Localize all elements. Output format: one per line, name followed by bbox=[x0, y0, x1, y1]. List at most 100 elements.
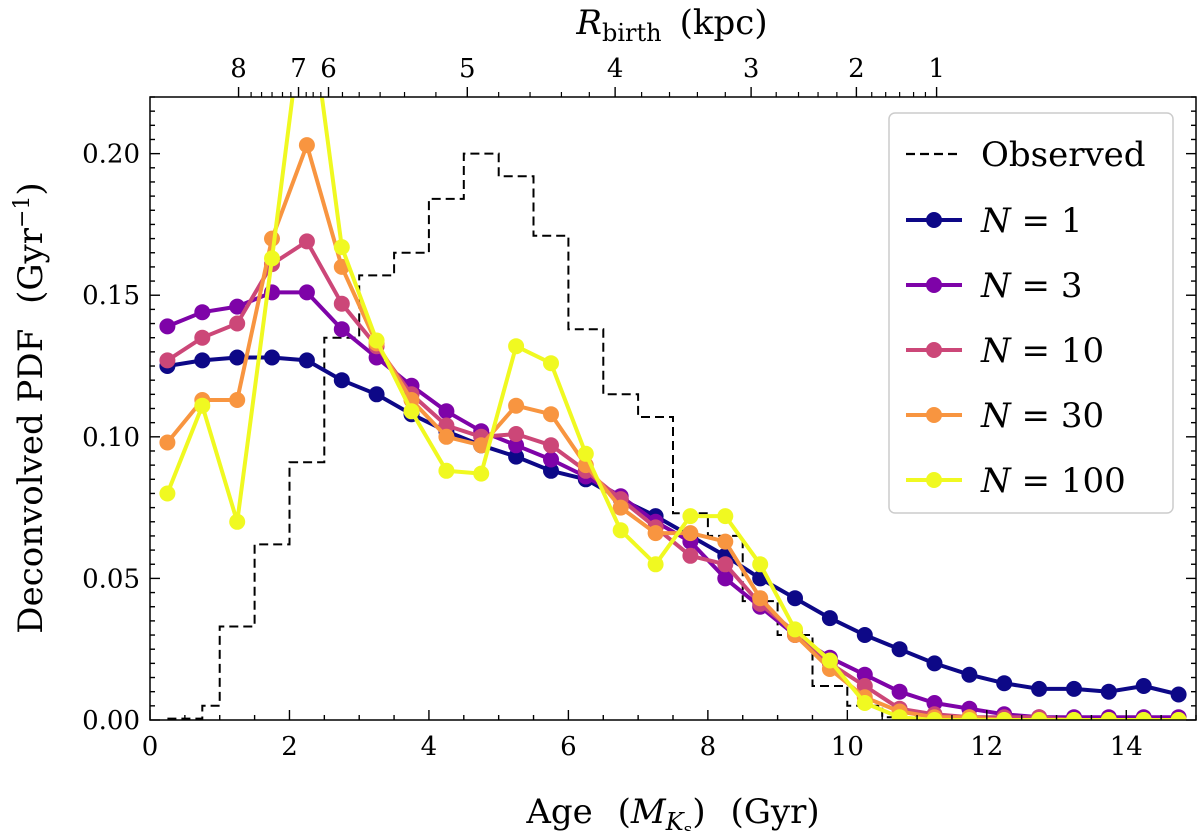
top-tick-label: 4 bbox=[607, 54, 624, 84]
data-point bbox=[333, 295, 350, 312]
data-point bbox=[961, 666, 978, 683]
legend-label: N = 10 bbox=[980, 331, 1104, 371]
data-point bbox=[543, 462, 559, 479]
data-point bbox=[229, 298, 246, 315]
y-axis-left: 0.00 0.05 0.10 0.15 0.20 bbox=[82, 96, 1196, 736]
data-point bbox=[438, 403, 455, 420]
data-point bbox=[891, 683, 908, 700]
data-point bbox=[229, 513, 246, 530]
data-point bbox=[159, 352, 176, 369]
data-point bbox=[647, 525, 664, 542]
data-point bbox=[856, 678, 873, 694]
data-point bbox=[333, 239, 350, 256]
data-point bbox=[996, 712, 1013, 720]
data-point bbox=[508, 338, 525, 355]
data-point bbox=[961, 712, 978, 720]
top-axis-title: Rbirth (kpc) bbox=[575, 3, 767, 47]
data-point bbox=[1031, 680, 1048, 697]
data-point bbox=[717, 508, 734, 525]
data-point bbox=[821, 610, 838, 627]
data-point bbox=[368, 332, 385, 349]
data-point bbox=[473, 437, 490, 454]
x-axis-title: Age (MKs) (Gyr) bbox=[525, 792, 819, 831]
data-point bbox=[1170, 712, 1187, 720]
legend-entry-series-5: N = 100 bbox=[906, 461, 1126, 501]
data-point bbox=[508, 426, 525, 442]
data-point bbox=[1066, 680, 1082, 697]
x-tick-label: 14 bbox=[1110, 732, 1143, 762]
observed-step-line bbox=[167, 152, 987, 720]
data-point bbox=[717, 570, 734, 587]
series-lines bbox=[159, 97, 1187, 720]
legend-entry-series-4: N = 30 bbox=[906, 396, 1104, 436]
x-tick-label: 12 bbox=[970, 732, 1003, 762]
y-tick-label: 0.00 bbox=[82, 706, 140, 736]
data-point bbox=[264, 250, 280, 267]
data-point bbox=[159, 318, 176, 335]
data-point bbox=[891, 709, 908, 720]
legend-marker bbox=[926, 407, 942, 423]
data-point bbox=[298, 233, 315, 250]
y-axis-title: Deconvolved PDF (Gyr−1) bbox=[10, 182, 51, 633]
y-tick-label: 0.20 bbox=[82, 140, 140, 170]
data-point bbox=[682, 547, 699, 564]
y-tick-label: 0.05 bbox=[82, 564, 140, 594]
data-point bbox=[438, 428, 455, 445]
top-tick-label: 1 bbox=[928, 54, 945, 84]
data-point bbox=[438, 417, 455, 434]
series-5 bbox=[159, 97, 1187, 720]
data-point bbox=[647, 556, 664, 573]
data-point bbox=[1100, 683, 1117, 700]
data-point bbox=[229, 315, 246, 332]
legend-label: N = 100 bbox=[980, 461, 1126, 501]
x-axis-bottom: 0 2 4 6 8 10 12 14 bbox=[142, 710, 1197, 762]
legend-marker bbox=[926, 342, 942, 358]
series-line bbox=[165, 97, 1179, 720]
x-tick-label: 0 bbox=[142, 732, 159, 762]
y-tick-label: 0.15 bbox=[82, 281, 140, 311]
data-point bbox=[821, 652, 838, 669]
data-point bbox=[926, 695, 943, 711]
data-point bbox=[856, 695, 873, 711]
legend-entry-series-1: N = 1 bbox=[906, 201, 1083, 241]
x-tick-label: 4 bbox=[421, 732, 438, 762]
data-point bbox=[717, 556, 734, 573]
legend-entry-series-2: N = 3 bbox=[906, 266, 1083, 306]
data-point bbox=[612, 522, 629, 539]
data-point bbox=[194, 397, 211, 414]
data-point bbox=[508, 397, 525, 414]
data-point bbox=[298, 137, 315, 154]
data-point bbox=[543, 437, 559, 454]
data-point bbox=[717, 533, 734, 550]
legend-label: N = 1 bbox=[980, 201, 1083, 241]
top-tick-label: 2 bbox=[848, 54, 865, 84]
data-point bbox=[333, 372, 350, 389]
data-point bbox=[1170, 686, 1187, 703]
top-tick-label: 3 bbox=[743, 54, 760, 84]
data-point bbox=[438, 462, 455, 479]
data-point bbox=[856, 666, 873, 683]
top-tick-label: 7 bbox=[290, 54, 307, 84]
legend-marker bbox=[926, 472, 942, 488]
legend-entry-series-3: N = 10 bbox=[906, 331, 1104, 371]
top-tick-label: 8 bbox=[230, 54, 247, 84]
x-tick-label: 10 bbox=[831, 732, 864, 762]
data-point bbox=[543, 355, 559, 372]
top-tick-label: 5 bbox=[459, 54, 476, 84]
data-point bbox=[682, 525, 699, 542]
data-point bbox=[403, 403, 420, 420]
data-point bbox=[159, 434, 176, 451]
data-point bbox=[473, 465, 490, 482]
data-point bbox=[298, 284, 315, 301]
data-point bbox=[996, 675, 1013, 692]
legend-marker bbox=[926, 277, 942, 293]
data-point bbox=[194, 329, 211, 346]
svg-text:Observed: Observed bbox=[981, 135, 1146, 175]
data-point bbox=[333, 321, 350, 338]
data-point bbox=[194, 352, 211, 369]
data-point bbox=[752, 556, 769, 573]
data-point bbox=[1135, 712, 1152, 720]
data-point bbox=[1135, 678, 1152, 694]
